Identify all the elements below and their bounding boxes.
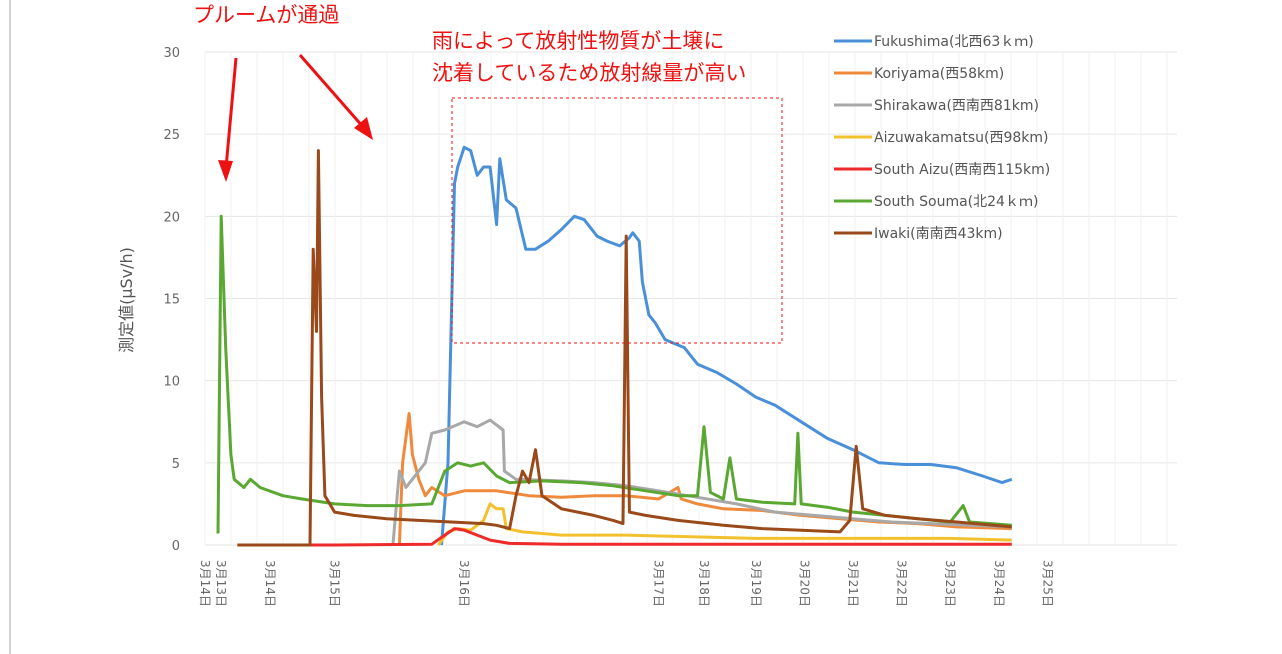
y-tick-label: 20 (163, 210, 180, 225)
y-tick-label: 5 (172, 457, 180, 472)
legend-label: Shirakawa(西南西81km) (874, 98, 1039, 114)
y-axis: 0 5 10 15 20 25 30 (163, 46, 180, 554)
x-tick-label: 3月20日 (797, 560, 811, 607)
legend-label: Koriyama(西58km) (874, 66, 1004, 82)
x-tick-label: 3月15日 (328, 560, 342, 607)
legend-label: Aizuwakamatsu(西98km) (874, 130, 1049, 146)
series-line (440, 145, 1013, 546)
x-tick-label: 3月21日 (846, 560, 860, 607)
y-tick-label: 10 (163, 375, 180, 390)
x-tick-label: 3月14日 (263, 560, 277, 607)
legend: Fukushima(北西63ｋｍ) Koriyama(西58km) Shirakaw… (834, 34, 1050, 242)
x-tick-label: 3月22日 (895, 560, 909, 607)
y-tick-label: 30 (163, 46, 180, 61)
y-axis-label: 測定値(μSv/h) (117, 247, 136, 353)
x-tick-label: 3月17日 (652, 560, 666, 607)
x-tick-label: 3月18日 (697, 560, 711, 607)
x-tick-label: 3月14日 (198, 560, 212, 607)
highlight-box (451, 97, 783, 344)
y-tick-label: 0 (172, 539, 180, 554)
legend-label: South Aizu(西南西115km) (874, 162, 1050, 178)
plot-area (216, 145, 1013, 547)
x-tick-label: 3月19日 (749, 560, 763, 607)
series-line (216, 214, 1012, 534)
rain-annotation-line2: 沈着しているため放射線量が高い (432, 61, 746, 85)
x-tick-label: 3月23日 (943, 560, 957, 607)
series-line (437, 502, 1012, 546)
y-tick-label: 15 (163, 293, 180, 308)
series-line (237, 527, 1012, 547)
legend-label: Iwaki(南南西43km) (874, 226, 1003, 242)
series-line (237, 149, 1012, 547)
x-tick-label: 3月16日 (457, 560, 471, 607)
x-axis: 3月14日 3月13日 3月14日 3月15日 3月16日 3月17日 3月18日 3月19日… (198, 560, 1054, 607)
plume-annotation: プルームが通過 (193, 3, 339, 27)
legend-label: Fukushima(北西63ｋｍ) (874, 34, 1034, 50)
x-tick-label: 3月13日 (214, 560, 228, 607)
y-tick-label: 25 (163, 128, 180, 143)
legend-label: South Souma(北24ｋｍ) (874, 194, 1038, 210)
grid (204, 51, 1177, 546)
x-tick-label: 3月24日 (992, 560, 1006, 607)
plume-arrow-right (298, 54, 373, 140)
x-tick-label: 3月25日 (1040, 560, 1054, 607)
rain-annotation-line1: 雨によって放射性物質が土壌に (432, 29, 724, 53)
plume-arrow-left (218, 57, 238, 182)
